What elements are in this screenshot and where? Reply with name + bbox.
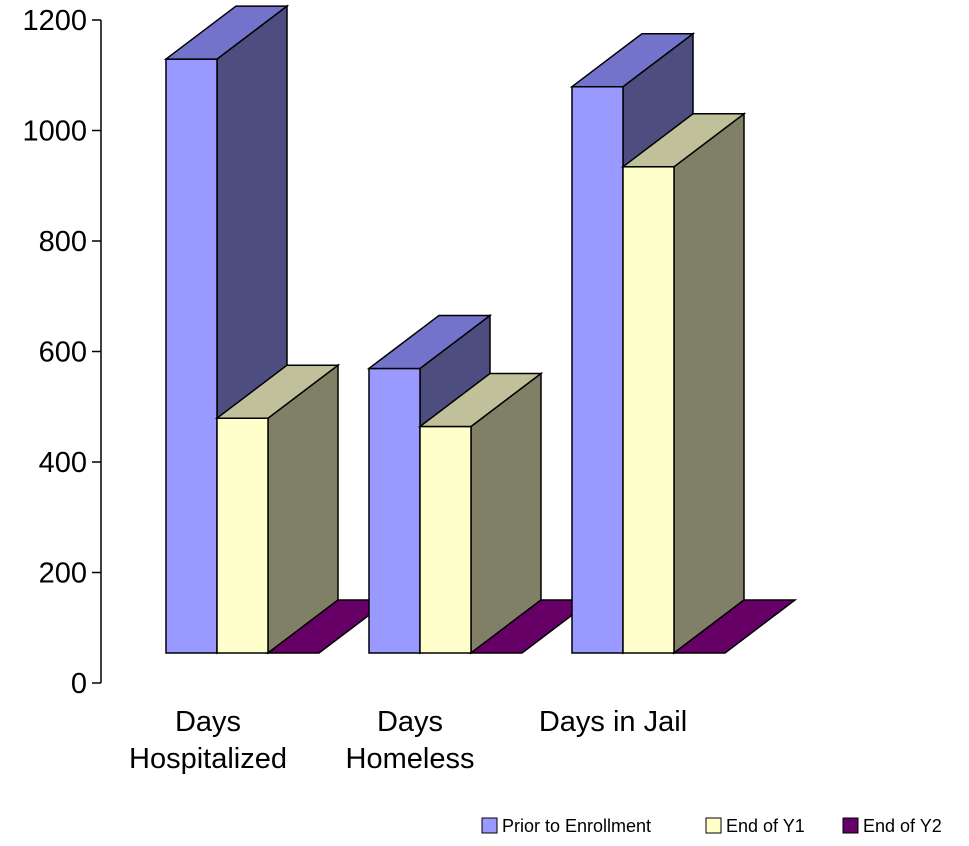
legend-swatch <box>481 817 498 834</box>
y-tick-label: 800 <box>39 226 87 258</box>
y-tick-label: 0 <box>71 668 87 700</box>
legend-label: Prior to Enrollment <box>502 816 651 836</box>
category-label: Days Homeless <box>346 706 475 775</box>
legend-label: End of Y2 <box>863 816 942 836</box>
y-axis: 0 200 400 600 800 1000 1200 <box>22 5 102 700</box>
category-label: Days in Jail <box>539 706 687 738</box>
y-tick-label: 1000 <box>22 116 87 148</box>
bar <box>417 371 544 655</box>
legend-swatch <box>705 817 722 834</box>
category-label-line: Hospitalized <box>129 743 287 775</box>
bar-top-face <box>417 372 544 428</box>
legend: Prior to Enrollment End of Y1 End of Y2 <box>481 816 942 836</box>
category-label-line: Days in Jail <box>539 706 687 738</box>
bar-top-face <box>214 364 341 419</box>
category-label: Days Hospitalized <box>129 706 287 775</box>
category-labels: Days Hospitalized Days Homeless Days in Jail <box>129 706 687 775</box>
legend-item: Prior to Enrollment <box>481 816 651 836</box>
bar-front-face <box>571 85 624 654</box>
legend-swatch <box>842 817 859 834</box>
bar-front-face <box>622 166 675 654</box>
y-tick-label: 1200 <box>22 5 87 37</box>
bar <box>671 599 798 654</box>
category-label-line: Days <box>175 706 241 738</box>
bar <box>214 363 341 655</box>
bar-front-face <box>419 425 472 654</box>
category-label-line: Homeless <box>346 743 475 775</box>
y-tick-label: 400 <box>39 447 87 479</box>
bar-front-face <box>368 367 421 654</box>
y-tick-label: 200 <box>39 558 87 590</box>
bar-top-face <box>671 599 798 654</box>
legend-item: End of Y2 <box>842 816 942 836</box>
bar-front-face <box>216 417 269 654</box>
y-tick-label: 600 <box>39 337 87 369</box>
bar-top-face <box>163 5 290 60</box>
bar-side-face <box>673 112 745 655</box>
bar-top-face <box>569 32 696 88</box>
legend-item: End of Y1 <box>705 816 805 836</box>
legend-label: End of Y1 <box>726 816 805 836</box>
bar-front-face <box>165 58 218 654</box>
bars <box>163 4 798 655</box>
bar-top-face <box>366 314 493 370</box>
category-label-line: Days <box>377 706 443 738</box>
bar <box>620 112 747 655</box>
bar-top-face <box>620 113 747 168</box>
